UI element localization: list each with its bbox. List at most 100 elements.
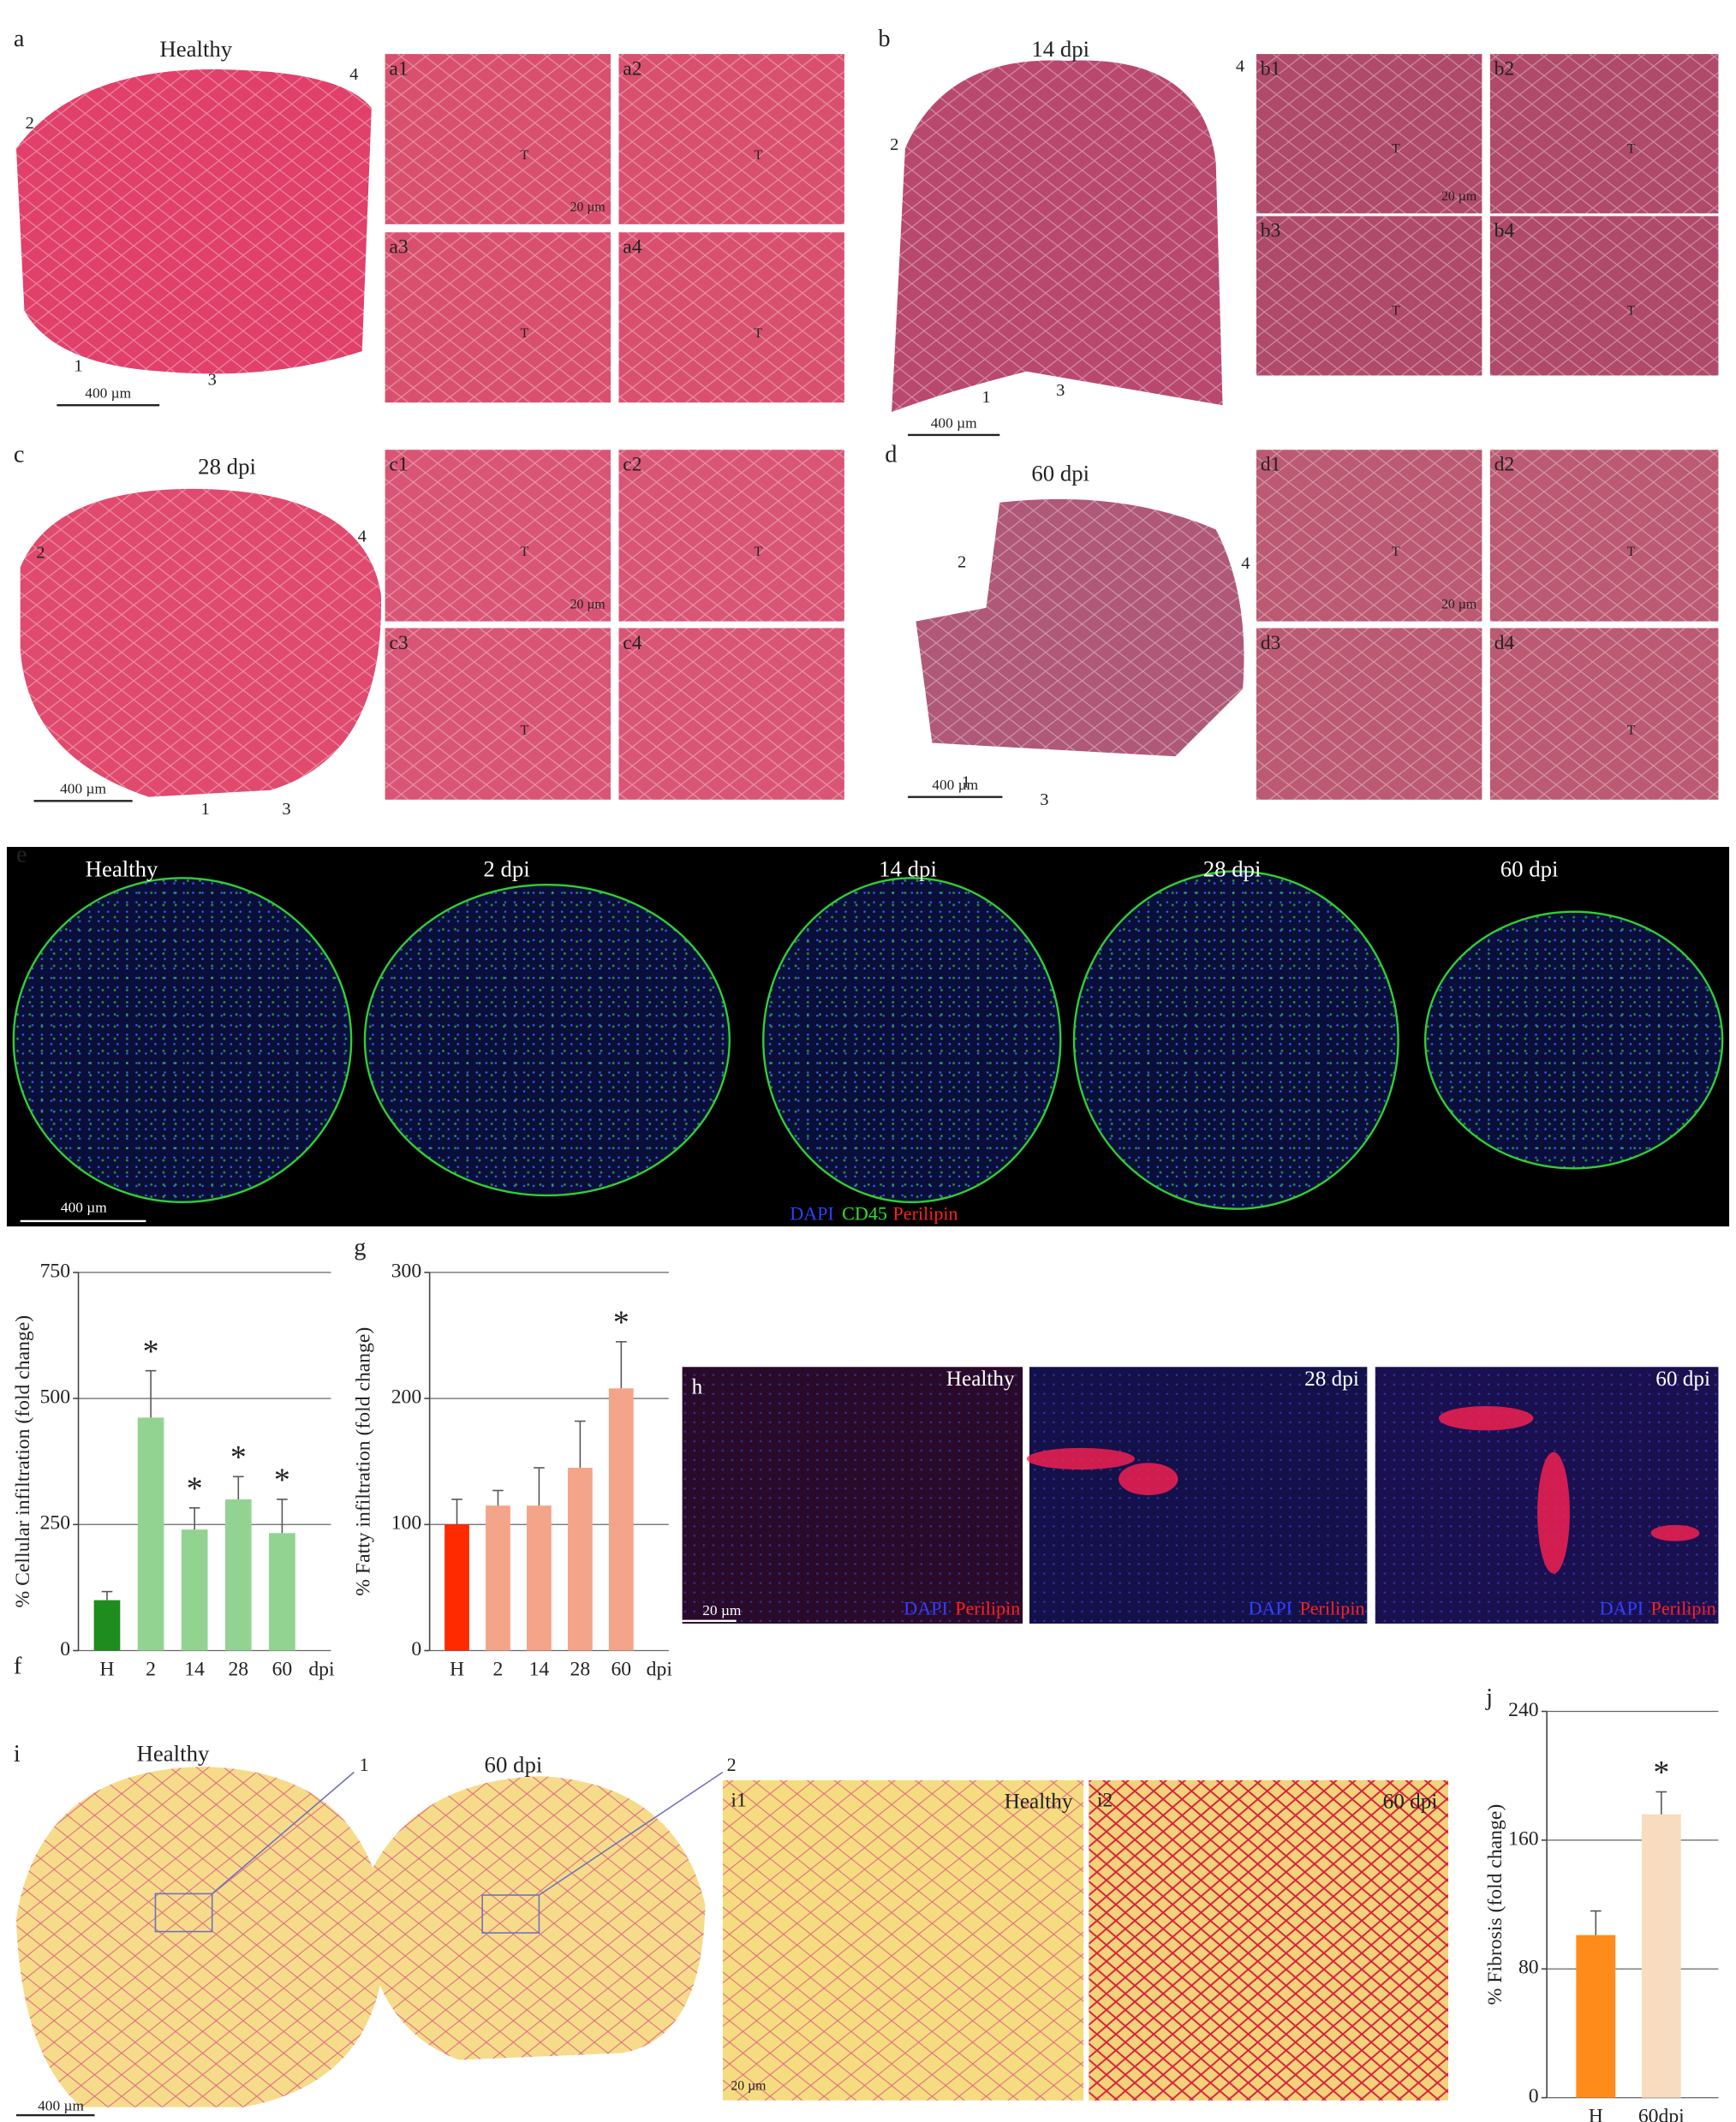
subpanel-label: a4 [623, 236, 641, 259]
scale-label: 20 µm [1441, 597, 1477, 611]
dapi-texture [1029, 1367, 1368, 1624]
micrograph-texture [1089, 1779, 1448, 2101]
callout-number: 2 [26, 114, 34, 133]
callout-number: 2 [36, 543, 45, 562]
axis-title: % Fibrosis (fold change) [1484, 1804, 1506, 2006]
callout-number: 2 [727, 1754, 737, 1775]
callout-number: 4 [358, 527, 367, 545]
stain-label: CD45 [842, 1203, 887, 1225]
subpanel-label: a1 [389, 57, 408, 80]
subpanel-label: a2 [623, 57, 641, 80]
x-tick-label: 14 [184, 1659, 205, 1681]
panel-title: Healthy [159, 36, 232, 62]
callout-line [538, 1771, 724, 1896]
subpanel-label: d4 [1494, 632, 1515, 654]
scale-label: 400 µm [932, 777, 978, 793]
cd45-signal [363, 883, 731, 1197]
stain-label: Perilipin [1299, 1597, 1364, 1618]
inset-box [154, 1893, 213, 1933]
micrograph-texture [1256, 54, 1482, 214]
significance-mark: * [274, 1463, 290, 1499]
panel-title: 60 dpi [1655, 1368, 1710, 1391]
marker-label: T [1627, 304, 1636, 319]
cd45-signal [762, 877, 1062, 1204]
panel-title: 60 dpi [1031, 460, 1089, 486]
panel-letter: h [692, 1375, 703, 1398]
x-tick-label: 60dpi [1638, 2106, 1685, 2122]
subpanel-label: d2 [1494, 454, 1515, 476]
y-tick-label: 750 [40, 1260, 70, 1282]
marker-label: T [1627, 723, 1636, 737]
micrograph-texture [385, 54, 611, 224]
panel-letter: d [885, 442, 897, 468]
marker-label: T [1392, 304, 1400, 319]
callout-number: 1 [360, 1754, 369, 1775]
stain-label: Perilipin [893, 1203, 958, 1225]
bar [567, 1468, 593, 1651]
panel-title: Healthy [137, 1741, 210, 1767]
scale-label: 400 µm [931, 414, 977, 431]
micrograph-texture [618, 54, 844, 224]
perilipin-signal [1119, 1463, 1178, 1496]
x-tick-label: 14 [529, 1659, 550, 1681]
micrograph-texture [1489, 628, 1719, 800]
stain-label: Perilipin [955, 1597, 1020, 1618]
micrograph-texture [385, 232, 611, 403]
significance-mark: * [143, 1333, 159, 1369]
tissue-texture [892, 60, 1223, 413]
panel-letter: a [14, 26, 25, 52]
stain-label: Perilipin [1651, 1597, 1716, 1618]
micrograph-texture [618, 450, 844, 622]
perilipin-signal [1026, 1447, 1136, 1470]
scale-label: 400 µm [60, 781, 106, 797]
subpanel-label: c3 [389, 632, 408, 654]
panel-title: Healthy [946, 1368, 1015, 1391]
panel-letter: i [14, 1741, 21, 1767]
micrograph-texture [1489, 216, 1719, 376]
micrograph-texture [1489, 54, 1719, 214]
stain-label: DAPI [1600, 1597, 1644, 1618]
inset-box [481, 1894, 540, 1934]
y-tick-label: 100 [391, 1512, 421, 1535]
marker-label: T [521, 148, 529, 163]
callout-number: 4 [1236, 57, 1244, 76]
micrograph-texture [722, 1779, 1084, 2101]
micrograph-texture [1256, 450, 1482, 622]
tissue-texture [361, 1776, 706, 2060]
subpanel-label: b1 [1261, 57, 1281, 80]
x-tick-label: H [99, 1659, 114, 1681]
perilipin-signal [1537, 1451, 1570, 1574]
tissue-texture [20, 488, 382, 797]
dapi-texture [682, 1367, 1023, 1624]
marker-label: T [1627, 141, 1636, 156]
callout-number: 3 [282, 800, 290, 819]
x-tick-label: 60 [611, 1659, 631, 1681]
micrograph-texture [385, 450, 611, 622]
panel-title: Healthy [86, 856, 158, 882]
cd45-signal [12, 877, 353, 1204]
marker-label: T [521, 723, 529, 737]
bar [137, 1417, 164, 1651]
stain-label: DAPI [1249, 1597, 1293, 1618]
micrograph-texture [618, 628, 844, 800]
y-tick-label: 240 [1508, 1699, 1538, 1721]
bar [181, 1529, 208, 1651]
stain-label: DAPI [790, 1203, 834, 1225]
subpanel-title: 60 dpi [1383, 1791, 1438, 1814]
callout-number: 4 [349, 65, 358, 84]
bar [269, 1533, 295, 1651]
callout-number: 1 [962, 773, 970, 792]
bar [608, 1388, 634, 1651]
y-tick-label: 0 [60, 1638, 70, 1660]
panel-title: 28 dpi [1304, 1368, 1359, 1391]
marker-label: T [1627, 545, 1636, 559]
subpanel-label: d3 [1261, 632, 1281, 654]
y-tick-label: 200 [391, 1386, 421, 1409]
subpanel-label: c2 [623, 454, 641, 476]
x-tick-label: H [1589, 2106, 1603, 2122]
subpanel-label: c4 [623, 632, 641, 654]
callout-number: 1 [981, 388, 990, 407]
y-tick-label: 0 [411, 1638, 421, 1660]
callout-number: 3 [208, 371, 217, 390]
subpanel-label: b2 [1494, 57, 1515, 80]
